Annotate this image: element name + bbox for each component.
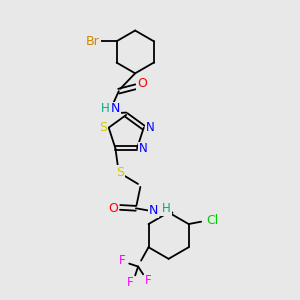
Text: F: F (128, 276, 134, 290)
Text: Cl: Cl (206, 214, 219, 227)
Text: F: F (119, 254, 126, 267)
Text: S: S (99, 121, 107, 134)
Text: O: O (137, 76, 147, 90)
Text: O: O (108, 202, 118, 215)
Text: F: F (145, 274, 152, 287)
Text: N: N (149, 204, 158, 217)
Text: S: S (116, 166, 124, 179)
Text: H: H (162, 202, 171, 215)
Text: N: N (139, 142, 148, 155)
Text: N: N (146, 121, 155, 134)
Text: N: N (111, 103, 121, 116)
Text: H: H (100, 102, 109, 115)
Text: Br: Br (86, 35, 100, 48)
